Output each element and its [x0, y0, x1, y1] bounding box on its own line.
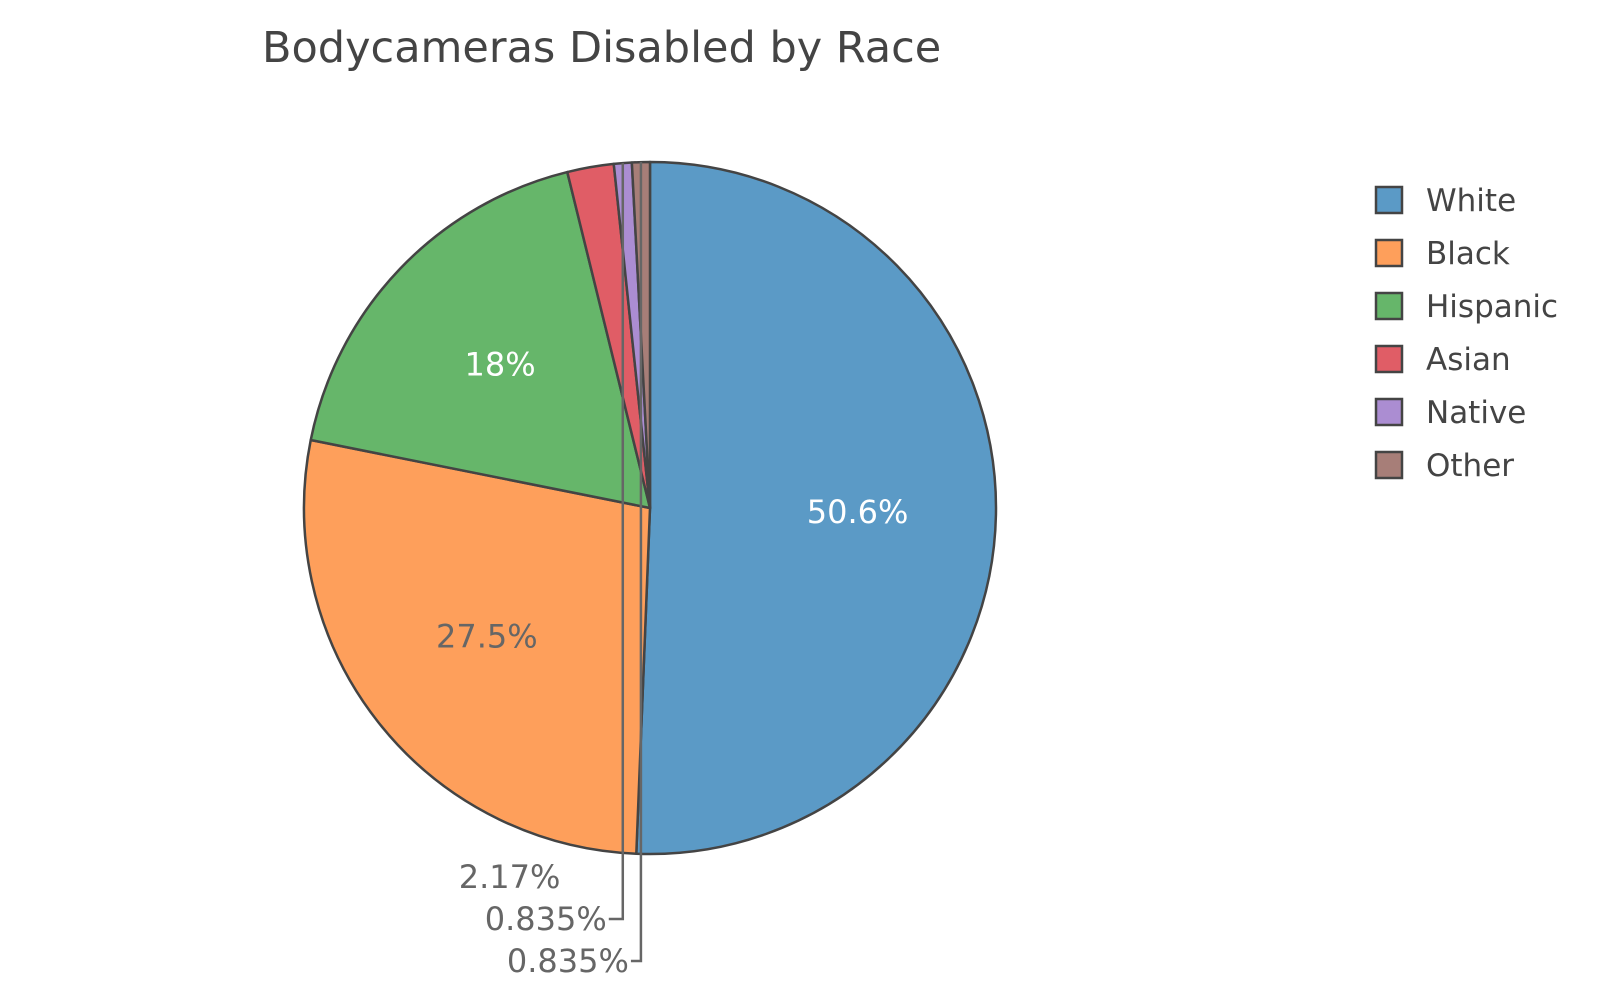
slice-label-native: 0.835%: [485, 900, 607, 938]
legend-label-other: Other: [1426, 448, 1514, 484]
legend-label-hispanic: Hispanic: [1426, 289, 1558, 325]
slice-label-asian: 2.17%: [459, 858, 561, 896]
legend-label-black: Black: [1426, 236, 1510, 272]
leader-lines: [608, 162, 643, 963]
legend-item-other[interactable]: Other: [1374, 448, 1514, 484]
legend-swatch-hispanic: [1374, 291, 1404, 321]
legend-swatch-native: [1374, 397, 1404, 427]
pie-slice-white[interactable]: [635, 160, 998, 856]
slice-label-other: 0.835%: [507, 942, 629, 980]
legend-swatch-black: [1374, 238, 1404, 268]
slice-label-black: 27.5%: [436, 617, 538, 655]
leader-line-native: [608, 163, 625, 921]
slice-labels: 50.6% 27.5% 18% 2.17% 0.835% 0.835%: [436, 345, 908, 980]
leader-line-other: [630, 162, 643, 963]
legend-label-white: White: [1426, 183, 1516, 219]
legend: White Black Hispanic Asian Native Other: [1374, 183, 1558, 484]
legend-item-asian[interactable]: Asian: [1374, 342, 1511, 378]
legend-item-native[interactable]: Native: [1374, 395, 1526, 431]
legend-swatch-other: [1374, 450, 1404, 480]
slice-label-white: 50.6%: [807, 493, 909, 531]
legend-item-black[interactable]: Black: [1374, 236, 1510, 272]
legend-item-hispanic[interactable]: Hispanic: [1374, 289, 1558, 325]
chart-title: Bodycameras Disabled by Race: [262, 23, 941, 73]
legend-swatch-asian: [1374, 344, 1404, 374]
pie-slice-black[interactable]: [302, 438, 652, 855]
legend-label-native: Native: [1426, 395, 1526, 431]
legend-item-white[interactable]: White: [1374, 183, 1516, 219]
pie-slice-hispanic[interactable]: [309, 170, 652, 510]
legend-swatch-white: [1374, 185, 1404, 215]
slice-label-hispanic: 18%: [464, 345, 535, 383]
legend-label-asian: Asian: [1426, 342, 1511, 378]
